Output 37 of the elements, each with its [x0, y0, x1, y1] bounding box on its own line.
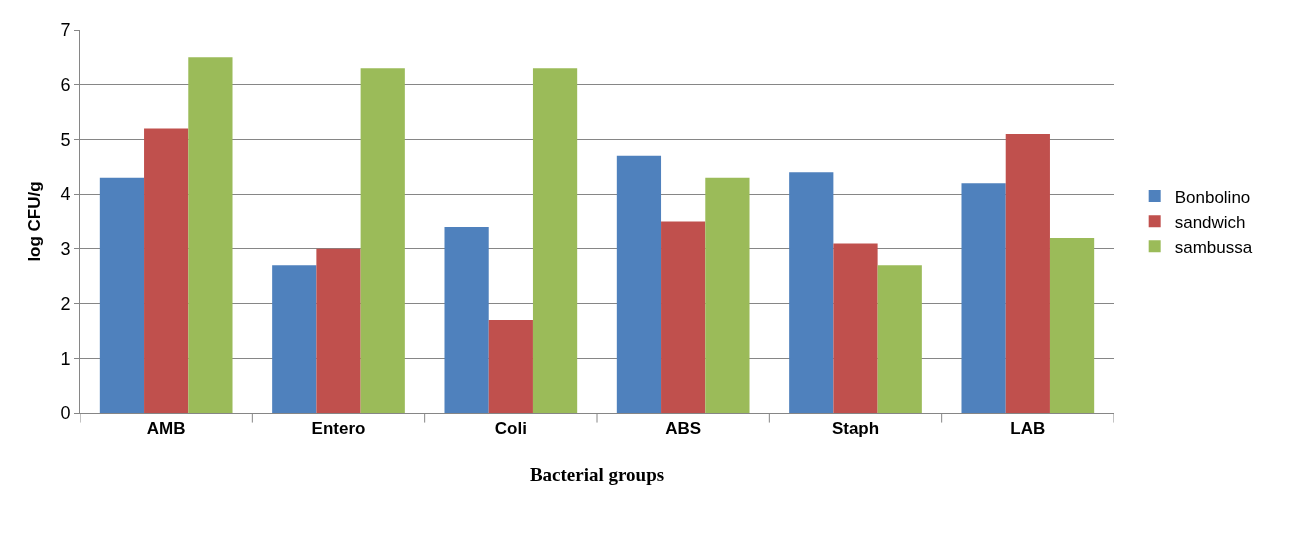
- y-axis-title: log CFU/g: [24, 181, 44, 262]
- bar: [444, 226, 489, 413]
- bar: [1049, 237, 1095, 413]
- y-tick-label: 2: [60, 293, 71, 314]
- x-axis-title: Bacterial groups: [529, 464, 665, 486]
- x-tick-label: Coli: [494, 419, 527, 439]
- bar: [272, 265, 317, 413]
- bar: [789, 172, 834, 413]
- bar: [188, 57, 233, 413]
- y-tick-label: 7: [60, 20, 71, 41]
- bar: [705, 177, 750, 413]
- y-tick-label: 0: [60, 403, 71, 424]
- bar: [144, 128, 189, 413]
- x-tick-label: LAB: [1010, 419, 1046, 439]
- bar: [661, 221, 706, 413]
- y-tick-label: 5: [60, 129, 71, 150]
- bar: [316, 248, 361, 413]
- legend-label: sambussa: [1174, 237, 1253, 257]
- y-tick-label: 3: [60, 239, 71, 260]
- bar: [488, 319, 533, 413]
- y-tick-label: 6: [60, 75, 71, 96]
- legend-label: sandwich: [1174, 212, 1246, 232]
- bar: [99, 177, 145, 413]
- x-tick-label: AMB: [146, 419, 186, 439]
- bar: [616, 155, 662, 413]
- y-tick-label: 4: [60, 184, 71, 205]
- legend-label: Bonbolino: [1174, 187, 1251, 207]
- bar: [961, 183, 1006, 413]
- y-tick-label: 1: [60, 348, 71, 369]
- bar: [360, 68, 405, 413]
- bar: [833, 243, 878, 413]
- bar: [1005, 133, 1050, 413]
- x-tick-label: ABS: [665, 419, 702, 439]
- bar: [532, 68, 578, 413]
- x-tick-label: Entero: [311, 419, 366, 439]
- x-tick-label: Staph: [831, 419, 880, 439]
- bar: [877, 265, 922, 413]
